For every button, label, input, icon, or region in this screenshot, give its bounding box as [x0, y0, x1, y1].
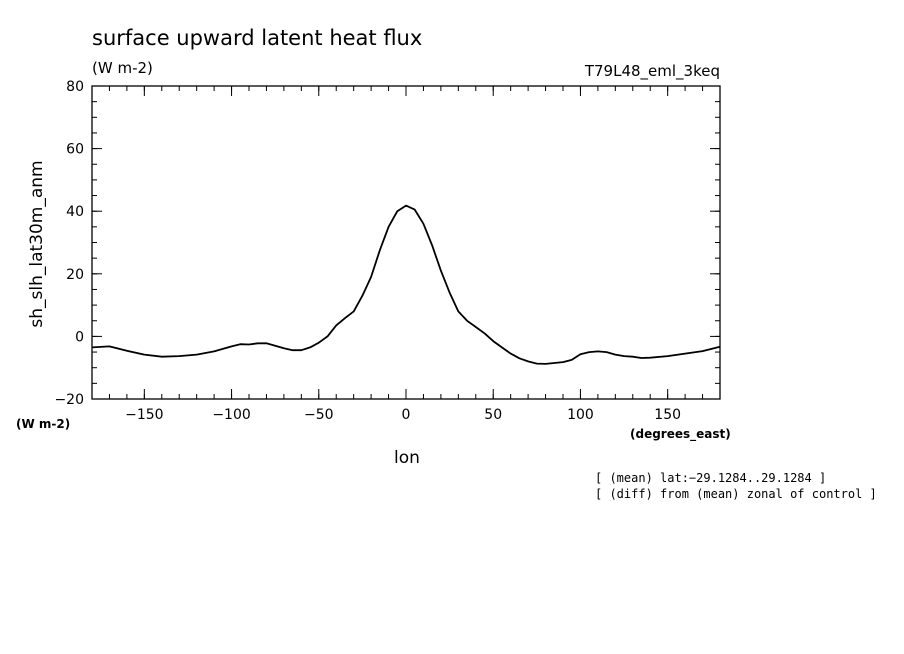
note-latitude-range: [ (mean) lat:−29.1284..29.1284 ] — [595, 471, 826, 485]
y-tick-label: 20 — [66, 267, 84, 283]
y-tick-label: −20 — [54, 392, 84, 408]
note-diff-description: [ (diff) from (mean) zonal of control ] — [595, 487, 877, 501]
x-tick-label: 50 — [484, 407, 502, 423]
y-axis-units: (W m-2) — [16, 417, 70, 431]
y-axis-label: sh_slh_lat30m_anm — [27, 160, 47, 327]
x-tick-label: 150 — [654, 407, 681, 423]
y-tick-label: 60 — [66, 142, 84, 158]
y-tick-label: 0 — [75, 329, 84, 345]
x-tick-label: −50 — [304, 407, 334, 423]
y-tick-label: 40 — [66, 204, 84, 220]
plot-frame — [91, 85, 721, 400]
experiment-label: T79L48_eml_3keq — [584, 62, 720, 81]
y-tick-label: 80 — [66, 79, 84, 95]
x-tick-label: 0 — [402, 407, 411, 423]
x-axis-units: (degrees_east) — [630, 427, 731, 442]
series-layer — [91, 204, 721, 365]
series-line — [91, 204, 721, 365]
plot-axes — [91, 85, 721, 400]
tick-labels: −150 −100 −50 0 50 100 150 −20 0 20 40 60 80 — [54, 79, 681, 423]
chart-title: surface upward latent heat flux — [92, 26, 422, 50]
x-tick-label: −150 — [125, 407, 163, 423]
x-tick-label: 100 — [567, 407, 594, 423]
x-tick-label: −100 — [212, 407, 250, 423]
tick-marks — [92, 85, 720, 400]
chart-units-subtitle: (W m-2) — [92, 59, 153, 77]
x-axis-label: lon — [394, 448, 420, 468]
